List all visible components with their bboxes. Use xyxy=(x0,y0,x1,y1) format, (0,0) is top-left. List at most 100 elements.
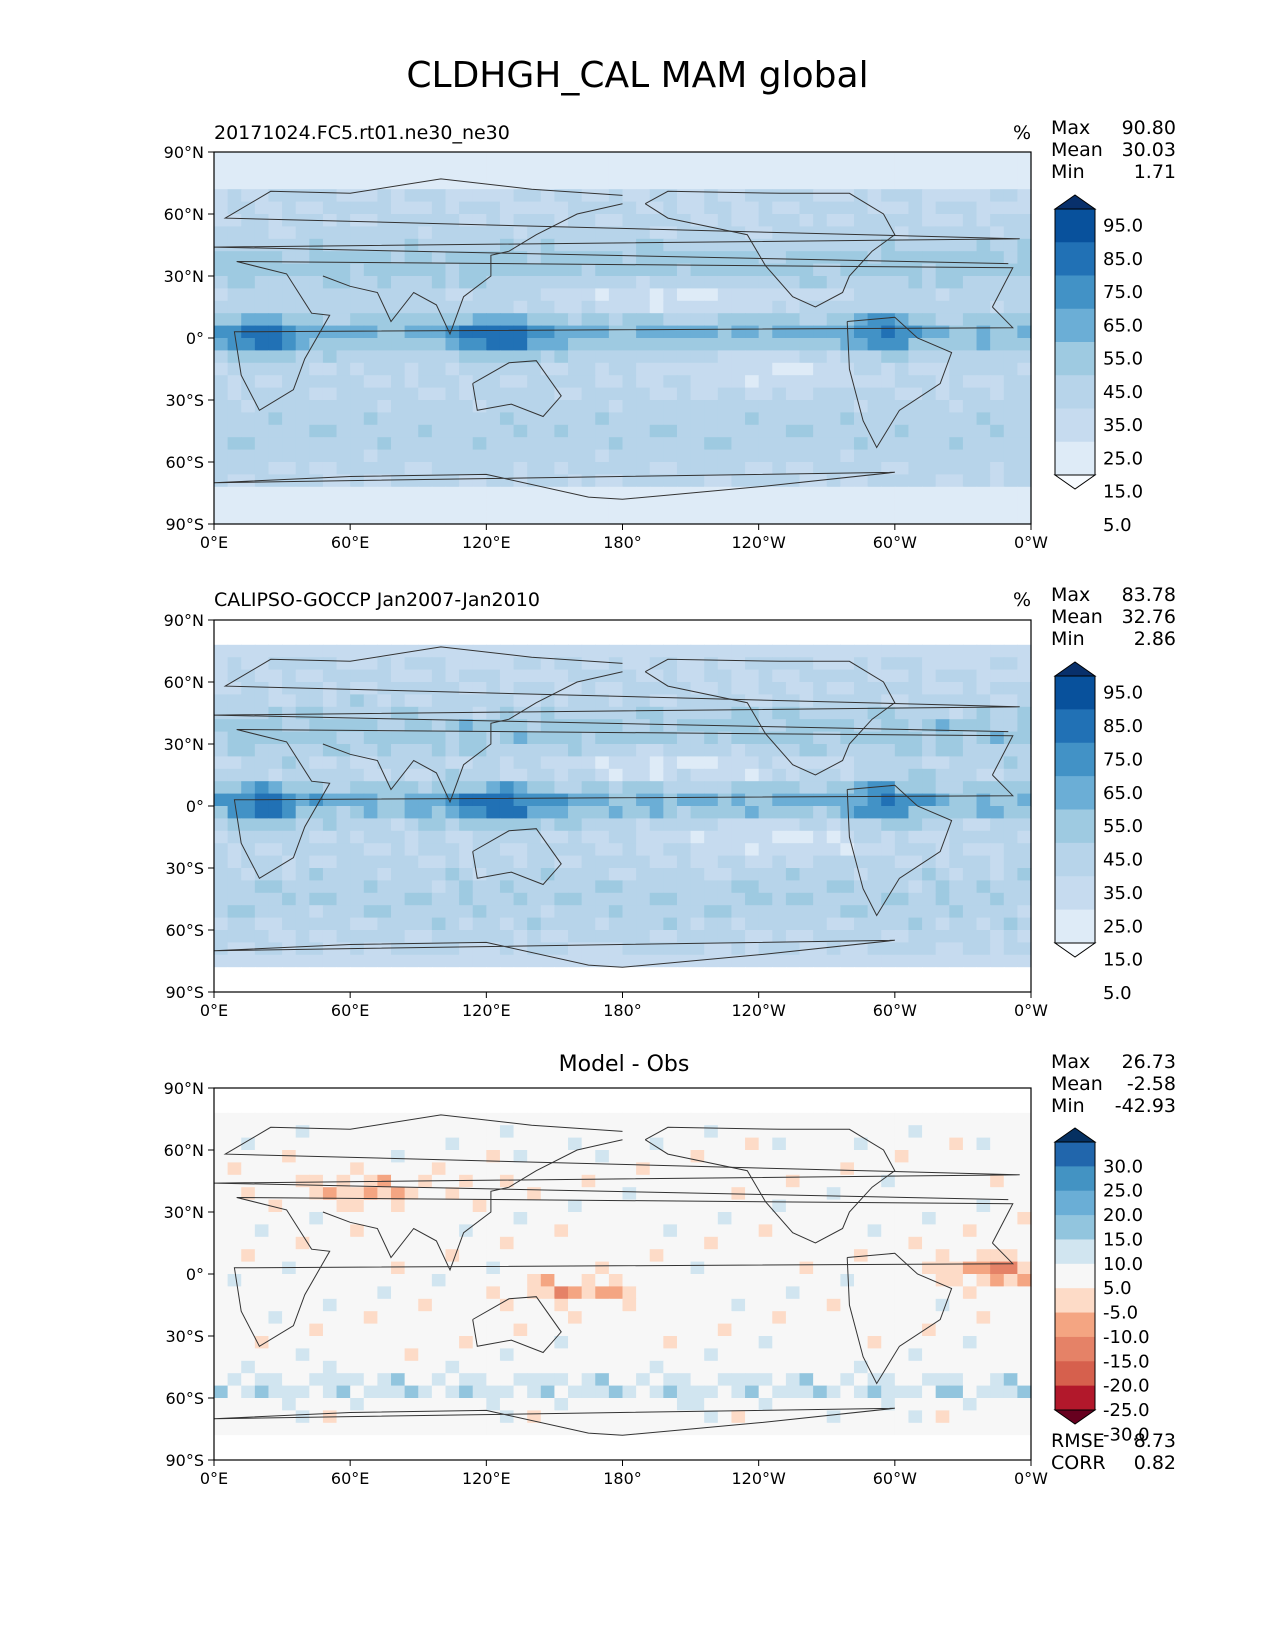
field-cell xyxy=(976,325,991,339)
field-cell xyxy=(1003,1298,1018,1312)
field-cell xyxy=(663,1137,678,1151)
field-cell xyxy=(676,300,692,314)
field-cell xyxy=(608,1150,624,1163)
field-cell xyxy=(649,362,664,376)
field-cell xyxy=(472,1274,487,1287)
field-cell xyxy=(595,1150,610,1163)
field-cell xyxy=(785,1150,801,1163)
field-cell xyxy=(922,1100,937,1114)
field-cell xyxy=(690,1162,705,1176)
field-cell xyxy=(799,1125,814,1139)
field-cell xyxy=(268,201,283,215)
field-cell xyxy=(391,375,406,389)
field-cell xyxy=(622,1286,637,1300)
field-cell xyxy=(254,313,270,327)
field-cell xyxy=(214,350,229,364)
field-cell xyxy=(962,338,978,351)
field-cell xyxy=(1017,1112,1032,1126)
field-cell xyxy=(214,1125,229,1139)
field-cell xyxy=(976,1224,991,1238)
field-cell xyxy=(840,1112,855,1126)
field-cell xyxy=(459,362,474,376)
field-cell xyxy=(254,300,270,314)
field-cell xyxy=(1017,362,1032,376)
field-cell xyxy=(268,1137,283,1151)
field-cell xyxy=(445,1112,460,1126)
field-cell xyxy=(840,387,855,401)
field-cell xyxy=(1003,1187,1018,1201)
field-cell xyxy=(853,201,869,215)
field-cell xyxy=(527,1137,542,1151)
field-cell xyxy=(418,300,433,314)
field-cell xyxy=(962,1298,978,1312)
field-cell xyxy=(527,1249,542,1263)
field-cell xyxy=(568,1249,583,1263)
field-cell xyxy=(881,1274,896,1287)
field-cell xyxy=(1003,1286,1018,1300)
field-cell xyxy=(513,201,528,215)
field-cell xyxy=(336,350,351,364)
field-cell xyxy=(608,176,624,190)
field-cell xyxy=(459,300,474,314)
field-cell xyxy=(717,300,733,314)
field-cell xyxy=(554,1261,569,1275)
field-cell xyxy=(1003,375,1018,389)
figure-title: CLDHGH_CAL MAM global xyxy=(406,55,869,96)
field-cell xyxy=(309,313,324,327)
field-cell xyxy=(1017,152,1032,165)
field-cell xyxy=(581,350,596,364)
field-cell xyxy=(731,1311,746,1325)
field-cell xyxy=(554,1174,569,1188)
field-cell xyxy=(867,313,882,327)
field-cell xyxy=(853,1100,869,1114)
field-cell xyxy=(486,1311,501,1325)
field-cell xyxy=(268,1236,283,1250)
field-cell xyxy=(418,350,433,364)
field-cell xyxy=(731,176,746,190)
field-cell xyxy=(581,375,596,389)
field-cell xyxy=(499,189,515,203)
field-cell xyxy=(813,1286,828,1300)
field-cell xyxy=(214,400,229,413)
field-cell xyxy=(445,300,460,314)
field-cell xyxy=(350,201,365,215)
field-cell xyxy=(486,276,501,289)
field-cell xyxy=(322,1100,338,1114)
field-cell xyxy=(636,1137,651,1151)
field-cell xyxy=(295,375,310,389)
field-cell xyxy=(894,1125,910,1139)
field-cell xyxy=(540,1137,556,1151)
field-cell xyxy=(962,1249,978,1263)
field-cell xyxy=(377,362,392,376)
field-cell xyxy=(704,1249,719,1263)
field-cell xyxy=(649,1261,664,1275)
field-cell xyxy=(704,300,719,314)
field-cell xyxy=(418,251,433,265)
field-cell xyxy=(554,338,569,351)
field-cell xyxy=(853,362,869,376)
field-cell xyxy=(486,375,501,389)
field-cell xyxy=(935,1236,950,1250)
field-cell xyxy=(622,350,637,364)
field-cell xyxy=(690,1174,705,1188)
field-cell xyxy=(404,1323,419,1337)
field-cell xyxy=(758,1336,773,1349)
field-cell xyxy=(499,1088,515,1101)
field-cell xyxy=(799,214,814,227)
field-cell xyxy=(568,1274,583,1287)
field-cell xyxy=(445,375,460,389)
field-cell xyxy=(894,313,910,327)
field-cell xyxy=(663,325,678,339)
field-layer xyxy=(214,1088,1032,1461)
field-cell xyxy=(799,300,814,314)
field-cell xyxy=(1003,1236,1018,1250)
field-cell xyxy=(554,201,569,215)
field-cell xyxy=(922,362,937,376)
field-cell xyxy=(799,1212,814,1225)
field-cell xyxy=(336,1224,351,1238)
field-cell xyxy=(881,350,896,364)
field-cell xyxy=(363,1323,378,1337)
stat-max-value: 90.80 xyxy=(1121,117,1176,139)
field-cell xyxy=(459,1187,474,1201)
field-cell xyxy=(717,362,733,376)
